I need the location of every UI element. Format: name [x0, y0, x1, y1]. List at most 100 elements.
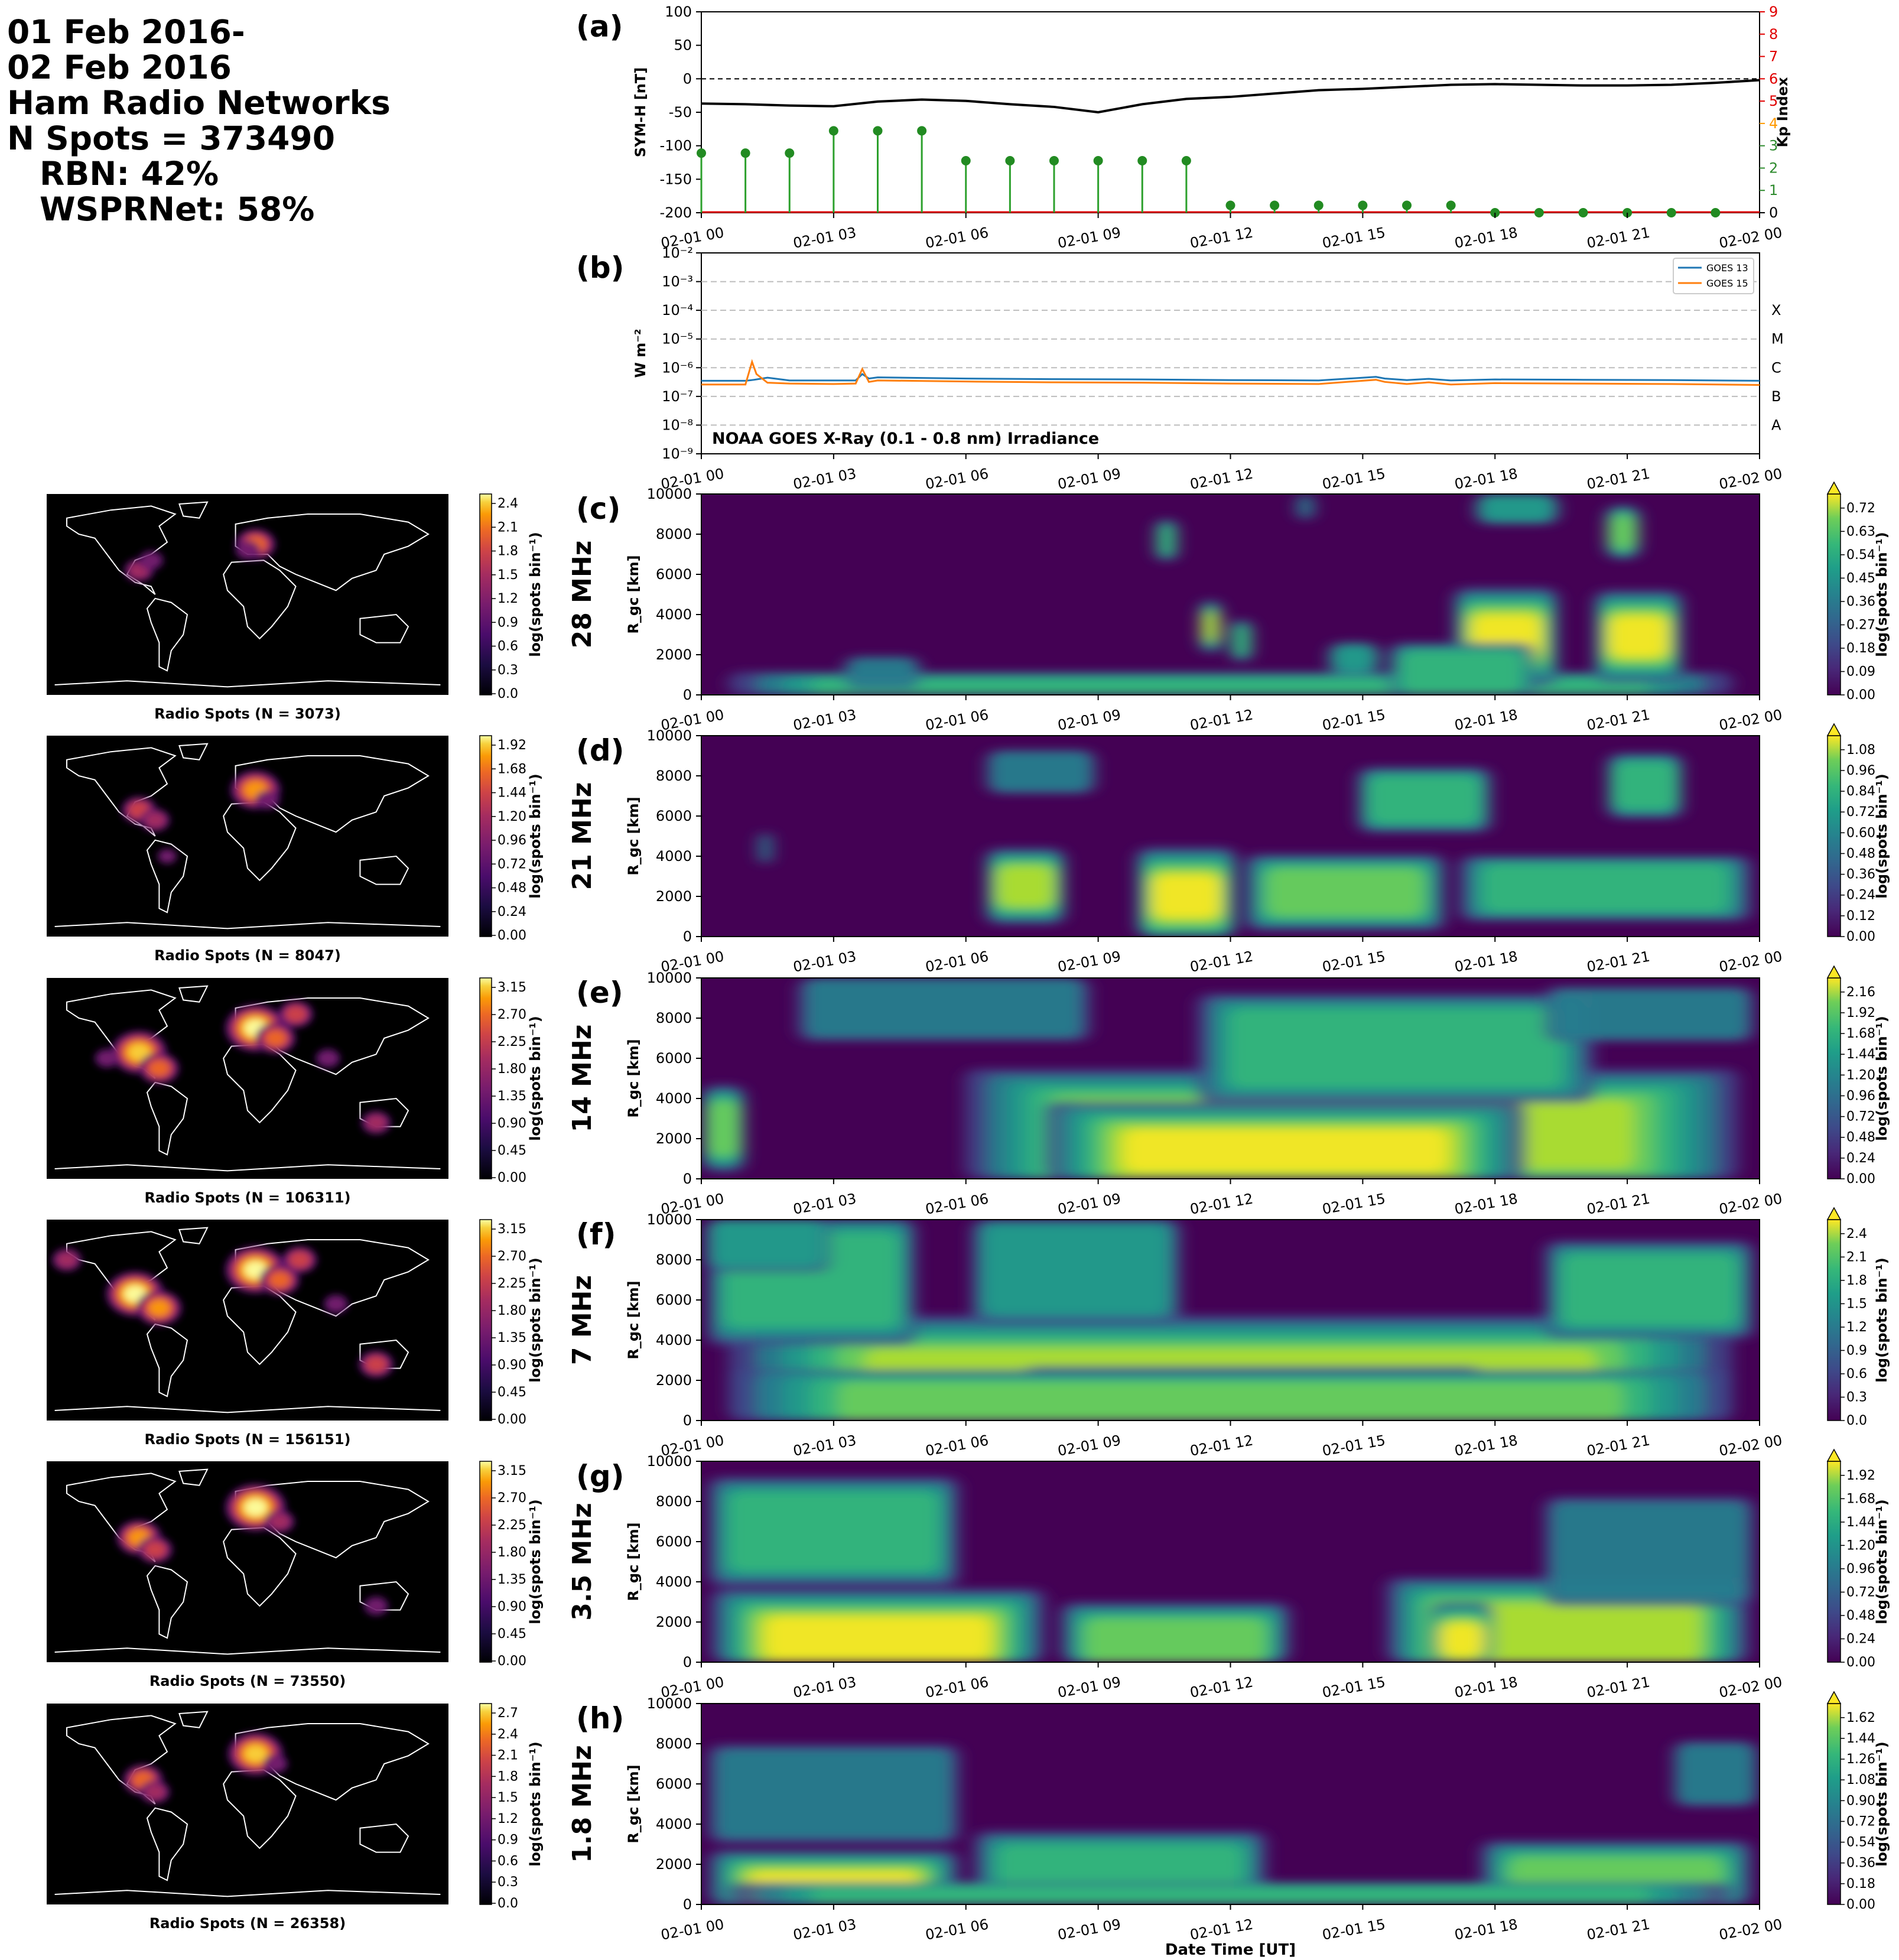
y-tick-label: 8000	[656, 1493, 692, 1510]
kp-marker	[1225, 200, 1235, 210]
colorbar	[1827, 1461, 1841, 1663]
y-tick-label: 0	[683, 1412, 692, 1429]
y2-tick-label: 7	[1769, 48, 1778, 65]
colorbar-extend-arrow	[1826, 1207, 1842, 1220]
y-tick-label: 0	[683, 1171, 692, 1187]
x-tick-label: 02-01 09	[1056, 465, 1122, 492]
colorbar-tick-label: 1.92	[1846, 1006, 1875, 1020]
band-label: 14 MHz	[567, 1025, 597, 1133]
coastline	[223, 1769, 297, 1850]
colorbar-title: log(spots bin⁻¹)	[527, 1016, 544, 1141]
spot-cluster	[258, 792, 278, 808]
density-region	[846, 658, 918, 688]
x-tick-label: 02-01 15	[1321, 1916, 1387, 1943]
x-tick-label: 02-01 09	[1056, 706, 1122, 733]
x-tick-label: 02-02 00	[1718, 465, 1783, 492]
total-spots: N Spots = 373490	[7, 119, 335, 157]
kp-marker	[961, 155, 971, 165]
spot-cluster	[159, 850, 175, 863]
kp-marker	[1402, 200, 1412, 210]
density-region	[1608, 616, 1668, 657]
y-tick-label: 10⁻³	[662, 274, 693, 290]
rbn-share: RBN: 42%	[40, 155, 219, 193]
colorbar-tick-label: 0.72	[1846, 501, 1875, 516]
spot-cluster	[366, 1598, 386, 1614]
spot-cluster	[265, 1756, 286, 1772]
colorbar-tick-label: 2.4	[497, 1727, 518, 1742]
colorbar-tick-label: 0.45	[497, 1385, 526, 1400]
coastline	[146, 1565, 188, 1639]
density-region	[1400, 651, 1524, 695]
y-tick-label: 10000	[647, 1453, 692, 1470]
density-region	[837, 1382, 1624, 1421]
flare-class-label: X	[1771, 302, 1781, 318]
spot-cluster	[245, 1262, 266, 1278]
colorbar-tick-label: 3.15	[497, 980, 526, 995]
kp-marker	[1005, 155, 1015, 165]
colorbar-tick-label: 0.24	[1846, 1631, 1875, 1646]
y-tick-label: 10⁻⁵	[662, 331, 693, 347]
colorbar-tick-label: 1.8	[497, 1769, 518, 1784]
map-title: Radio Spots (N = 26358)	[149, 1915, 346, 1932]
x-tick-label: 02-01 00	[659, 1916, 725, 1943]
colorbar-tick-label: 1.2	[497, 1812, 518, 1826]
x-tick-label: 02-02 00	[1718, 706, 1783, 733]
y-tick-label: 10000	[647, 486, 692, 502]
map-title: Radio Spots (N = 156151)	[144, 1431, 350, 1448]
colorbar-tick-label: 1.80	[497, 1062, 526, 1077]
date-range-end: 02 Feb 2016	[7, 48, 232, 86]
panel-label: (f)	[576, 1217, 616, 1252]
heatmap-density	[729, 494, 1732, 695]
colorbar	[1827, 735, 1841, 937]
y-tick-label: -200	[660, 204, 692, 221]
colorbar-tick-label: 0.24	[497, 905, 526, 919]
kp-marker	[1534, 208, 1544, 217]
x-axis-title: Date Time [UT]	[1165, 1941, 1296, 1959]
heatmap-panel-g: (g) 3.5 MHz R_gc [km] 10000 8000 6000 4000 2000…	[567, 1448, 1890, 1670]
kp-marker	[697, 148, 706, 158]
colorbar-tick-label: 0.24	[1846, 888, 1875, 903]
y-tick-label: 10⁻²	[662, 245, 693, 261]
density-region	[707, 1101, 740, 1156]
map-background	[47, 736, 448, 937]
x-tick-label: 02-01 06	[924, 465, 990, 492]
y-tick-label: 6000	[656, 1533, 692, 1550]
panel-b-frame	[701, 252, 1760, 454]
colorbar-tick-label: 1.80	[497, 1545, 526, 1560]
world-map-panel: Radio Spots (N = 26358) 2.7 2.4 2.1 1.8 1.5 1.…	[47, 1703, 544, 1932]
colorbar-tick-label: 1.92	[1846, 1468, 1875, 1483]
colorbar-tick-label: 0.00	[1846, 1172, 1875, 1187]
spot-cluster	[245, 1499, 266, 1516]
band-label: 1.8 MHz	[567, 1745, 597, 1863]
coastline	[223, 560, 297, 640]
kp-marker	[873, 126, 883, 136]
spot-cluster	[128, 1044, 150, 1061]
colorbar	[479, 735, 492, 937]
density-region	[1297, 494, 1313, 519]
panel-a-frame	[701, 11, 1760, 213]
coastline	[178, 1227, 209, 1244]
x-tick-label: 02-01 09	[1056, 1190, 1122, 1217]
density-region	[805, 978, 1082, 1038]
band-label: 21 MHz	[567, 782, 597, 890]
x-tick-label: 02-02 00	[1718, 1190, 1783, 1217]
spot-cluster	[57, 1252, 77, 1267]
spot-cluster	[326, 1296, 346, 1312]
colorbar-tick-label: 1.62	[1846, 1711, 1875, 1725]
x-tick-label: 02-01 03	[792, 224, 857, 251]
source-title: Ham Radio Networks	[7, 84, 391, 122]
coastline	[223, 801, 297, 882]
colorbar-title: log(spots bin⁻¹)	[527, 1741, 544, 1867]
spot-cluster	[318, 1051, 338, 1066]
density-region	[1266, 868, 1424, 916]
colorbar-tick-label: 1.20	[1846, 1068, 1875, 1083]
panel-label: (d)	[576, 733, 625, 768]
x-tick-label: 02-01 12	[1189, 224, 1254, 251]
kp-marker	[1181, 155, 1191, 165]
spot-cluster	[125, 1286, 145, 1302]
colorbar-tick-label: 1.5	[497, 568, 518, 583]
kp-marker	[1666, 208, 1676, 217]
colorbar-tick-label: 1.80	[497, 1304, 526, 1318]
